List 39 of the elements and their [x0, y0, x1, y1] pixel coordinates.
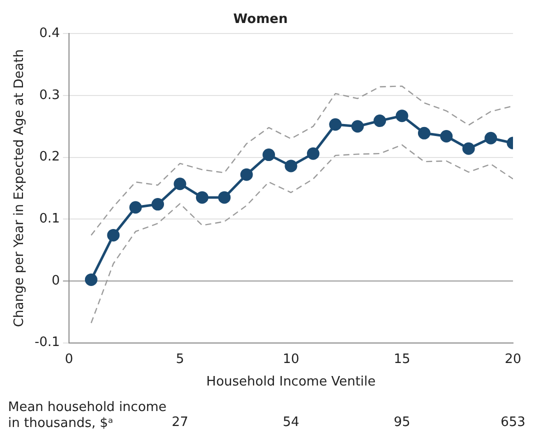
point	[152, 198, 164, 211]
point	[484, 132, 498, 144]
y-tick-label: 0.1	[39, 211, 60, 226]
point	[284, 160, 298, 172]
x-tick-label: 15	[394, 352, 410, 367]
point	[129, 201, 142, 214]
y-tick-label: 0.4	[39, 26, 60, 41]
point	[262, 148, 276, 162]
point	[84, 273, 98, 286]
chart-title: Women	[233, 12, 288, 28]
point	[306, 147, 320, 160]
point	[351, 120, 364, 133]
y-tick-label: 0.3	[39, 88, 60, 103]
point	[240, 168, 253, 181]
y-tick-label: 0	[52, 273, 60, 288]
line-series	[90, 86, 513, 236]
point	[174, 178, 186, 190]
point	[196, 191, 208, 204]
x-tick-label: 0	[64, 352, 74, 367]
y-tick-label: -0.1	[34, 335, 60, 350]
point	[374, 114, 386, 128]
point	[418, 126, 430, 140]
text: 95	[394, 415, 410, 430]
text: 653	[500, 415, 526, 430]
point	[329, 118, 342, 131]
x-tick-label: 10	[282, 352, 300, 367]
point	[440, 130, 453, 143]
point	[218, 191, 231, 204]
text: 54	[282, 415, 300, 430]
point	[396, 110, 408, 122]
y-axis-title: Change per Year in Expected Age at Death	[12, 49, 28, 328]
point	[107, 228, 120, 242]
x-tick-label: 20	[504, 352, 522, 367]
text: 27	[172, 415, 188, 430]
x-tick-label: 5	[176, 352, 184, 367]
y-tick-label: 0.2	[39, 150, 60, 165]
text: Mean household income in thousands, $ᵃ	[8, 400, 168, 432]
x-axis-title: Household Income Ventile	[206, 374, 376, 390]
point	[462, 142, 475, 155]
